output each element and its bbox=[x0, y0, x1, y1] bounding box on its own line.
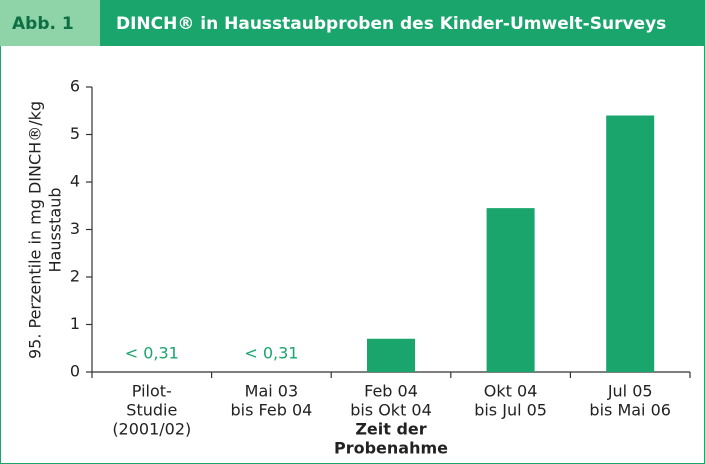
figure-label-box bbox=[0, 0, 100, 46]
x-tick-label: Pilot- bbox=[132, 382, 172, 401]
title-band bbox=[100, 0, 705, 46]
x-tick-label: Jul 05 bbox=[607, 382, 653, 401]
x-axis-label: Zeit der bbox=[355, 420, 426, 439]
y-tick-label: 0 bbox=[70, 362, 80, 381]
x-tick-label: Mai 03 bbox=[245, 382, 299, 401]
value-label: < 0,31 bbox=[244, 344, 298, 363]
bar bbox=[486, 208, 535, 372]
x-tick-label: bis Mai 06 bbox=[589, 401, 671, 420]
y-tick-label: 1 bbox=[70, 314, 80, 333]
x-tick-label: bis Feb 04 bbox=[231, 401, 313, 420]
x-tick-label: bis Okt 04 bbox=[350, 401, 432, 420]
x-tick-label: Feb 04 bbox=[364, 382, 418, 401]
value-label: < 0,31 bbox=[125, 344, 179, 363]
bar bbox=[367, 338, 415, 372]
y-tick-label: 6 bbox=[70, 77, 80, 96]
bar bbox=[606, 115, 655, 372]
y-tick-label: 5 bbox=[70, 124, 80, 143]
x-tick-label: Studie bbox=[126, 401, 177, 420]
y-tick-label: 4 bbox=[70, 172, 80, 191]
y-axis-label: Hausstaub bbox=[46, 187, 65, 272]
figure-label: Abb. 1 bbox=[12, 14, 74, 34]
x-axis-label: Probenahme bbox=[334, 439, 448, 458]
x-tick-label: (2001/02) bbox=[112, 420, 191, 439]
y-axis-label: 95. Perzentile in mg DINCH®/kg bbox=[26, 101, 45, 359]
chart-title: DINCH® in Hausstaubproben des Kinder-Umw… bbox=[116, 14, 666, 34]
x-tick-label: bis Jul 05 bbox=[474, 401, 547, 420]
y-tick-label: 3 bbox=[70, 219, 80, 238]
x-tick-label: Okt 04 bbox=[484, 382, 538, 401]
y-tick-label: 2 bbox=[70, 267, 80, 286]
